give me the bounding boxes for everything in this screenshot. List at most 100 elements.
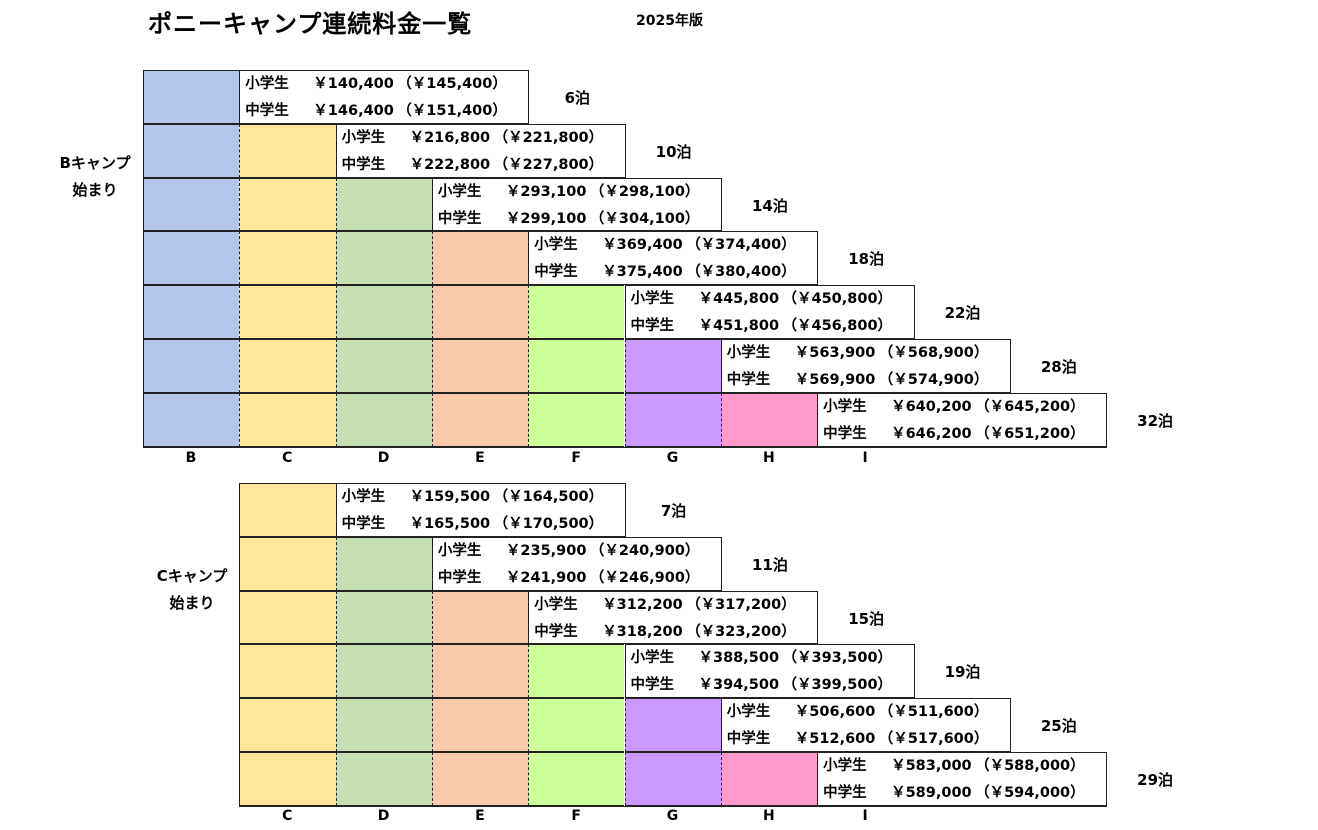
- elementary-price-line: 小学生 ￥312,200 （￥317,200）: [534, 592, 817, 619]
- grade-label: 中学生: [630, 318, 675, 335]
- block-cell-d: [335, 231, 432, 286]
- fee-amount: ￥512,600: [794, 731, 876, 748]
- block-cell-d: [335, 177, 432, 232]
- column-label-e: E: [475, 808, 485, 824]
- grade-label: 小学生: [630, 650, 675, 667]
- section-label-line1: Cキャンプ: [156, 567, 228, 585]
- block-cell-b: [143, 392, 240, 447]
- fee-amount-alt: （￥374,400）: [686, 237, 796, 254]
- price-box: 小学生 ￥640,200 （￥645,200） 中学生 ￥646,200 （￥651,20…: [817, 392, 1108, 447]
- fee-amount: ￥216,800: [409, 129, 491, 146]
- block-cell-f: [528, 752, 625, 806]
- grade-label: 中学生: [534, 264, 578, 281]
- nights-label: 29泊: [1137, 771, 1174, 789]
- fee-amount: ￥445,800: [698, 291, 780, 308]
- grade-label: 小学生: [823, 758, 867, 774]
- fee-amount: ￥235,900: [505, 542, 587, 559]
- block-cell-c: [239, 752, 336, 806]
- fee-amount: ￥563,900: [794, 345, 876, 361]
- block-cell-c: [239, 339, 336, 393]
- block-cell-b: [143, 177, 240, 232]
- elementary-price-line: 小学生 ￥640,200 （￥645,200）: [823, 394, 1106, 421]
- grade-label: 中学生: [341, 516, 386, 532]
- block-bottom-border: [239, 805, 1108, 807]
- block-cell-c: [239, 483, 336, 537]
- junior-price-line: 中学生 ￥451,800 （￥456,800）: [631, 313, 914, 340]
- grade-label: 中学生: [534, 623, 578, 640]
- fee-amount: ￥569,900: [794, 372, 876, 388]
- elementary-price-line: 小学生 ￥140,400 （￥145,400）: [245, 71, 528, 98]
- grade-label: 小学生: [534, 237, 578, 254]
- elementary-price-line: 小学生 ￥388,500 （￥393,500）: [631, 645, 914, 672]
- block-cell-b: [143, 70, 240, 124]
- block-cell-d: [335, 590, 432, 645]
- grade-label: 小学生: [534, 596, 578, 613]
- elementary-price-line: 小学生 ￥445,800 （￥450,800）: [631, 286, 914, 313]
- fee-amount: ￥165,500: [409, 516, 491, 532]
- block-bottom-border: [143, 446, 1108, 448]
- block-cell-d: [335, 536, 432, 591]
- block-cell-c: [239, 177, 336, 232]
- block-cell-h: [720, 392, 818, 447]
- nights-label: 19泊: [944, 663, 981, 682]
- fee-amount-alt: （￥450,800）: [782, 291, 893, 308]
- elementary-price-line: 小学生 ￥235,900 （￥240,900）: [438, 538, 721, 565]
- grade-label: 中学生: [245, 103, 289, 119]
- fee-amount: ￥369,400: [602, 237, 683, 254]
- fee-amount-alt: （￥588,000）: [975, 758, 1085, 774]
- fee-amount-alt: （￥456,800）: [782, 318, 893, 335]
- nights-label: 14泊: [751, 196, 788, 215]
- grade-label: 中学生: [437, 569, 482, 586]
- block-cell-e: [431, 392, 529, 447]
- block-cell-c: [239, 123, 336, 178]
- fee-amount-alt: （￥164,500）: [493, 489, 604, 505]
- price-box: 小学生 ￥312,200 （￥317,200） 中学生 ￥318,200 （￥323,20…: [528, 590, 819, 645]
- grade-label: 小学生: [341, 489, 386, 505]
- block-cell-e: [431, 752, 529, 806]
- block-cell-g: [624, 339, 721, 393]
- block-cell-e: [431, 698, 529, 752]
- edition-label: 2025年版: [636, 13, 703, 29]
- block-cell-c: [239, 644, 336, 699]
- fee-amount-alt: （￥145,400）: [397, 76, 507, 92]
- grade-label: 中学生: [823, 785, 867, 801]
- block-cell-c: [239, 536, 336, 591]
- column-label-c: C: [282, 450, 293, 466]
- block-cell-b: [143, 231, 240, 286]
- fee-amount: ￥375,400: [602, 264, 683, 281]
- block-cell-g: [624, 752, 721, 806]
- fee-amount: ￥640,200: [891, 398, 972, 415]
- elementary-price-line: 小学生 ￥159,500 （￥164,500）: [342, 484, 625, 511]
- block-cell-f: [528, 698, 625, 752]
- block-cell-c: [239, 392, 336, 447]
- fee-amount-alt: （￥298,100）: [589, 183, 700, 200]
- grade-label: 小学生: [630, 291, 675, 308]
- fee-amount: ￥222,800: [409, 156, 491, 173]
- fee-amount: ￥506,600: [794, 704, 876, 721]
- block-cell-f: [528, 339, 625, 393]
- fee-amount-alt: （￥568,900）: [878, 345, 989, 361]
- block-cell-f: [528, 285, 625, 339]
- fee-amount: ￥312,200: [602, 596, 683, 613]
- fee-amount-alt: （￥317,200）: [686, 596, 796, 613]
- nights-label: 15泊: [848, 609, 885, 628]
- column-label-i: I: [862, 808, 868, 824]
- fee-amount-alt: （￥304,100）: [589, 210, 700, 227]
- fee-amount-alt: （￥170,500）: [493, 516, 604, 532]
- nights-label: 18泊: [848, 250, 885, 269]
- block-cell-d: [335, 285, 432, 339]
- grade-label: 小学生: [823, 398, 867, 415]
- price-box: 小学生 ￥445,800 （￥450,800） 中学生 ￥451,800 （￥456,80…: [624, 285, 915, 340]
- elementary-price-line: 小学生 ￥506,600 （￥511,600）: [727, 699, 1010, 726]
- block-cell-c: [239, 698, 336, 752]
- block-cell-f: [528, 392, 625, 447]
- junior-price-line: 中学生 ￥589,000 （￥594,000）: [823, 780, 1106, 807]
- nights-label: 10泊: [655, 142, 692, 161]
- block-cell-e: [431, 339, 529, 393]
- price-box: 小学生 ￥388,500 （￥393,500） 中学生 ￥394,500 （￥399,50…: [624, 644, 915, 699]
- section-label-line2: 始まり: [169, 594, 215, 612]
- block-cell-d: [335, 644, 432, 699]
- fee-amount-alt: （￥240,900）: [589, 542, 700, 559]
- section-label: Bキャンプ 始まり: [40, 150, 150, 204]
- block-cell-d: [335, 392, 432, 447]
